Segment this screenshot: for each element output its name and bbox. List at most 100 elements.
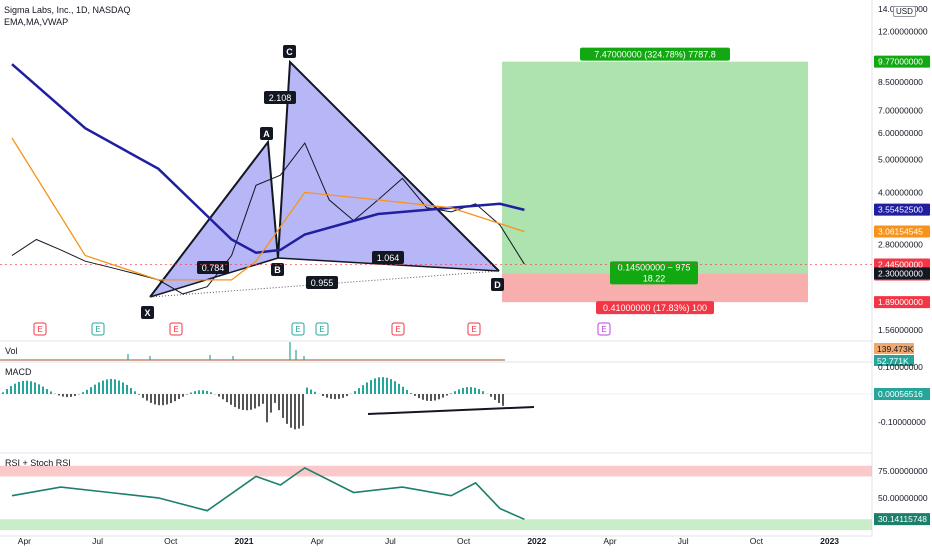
macd-histogram-bar — [22, 381, 24, 394]
macd-histogram-bar — [310, 390, 312, 394]
macd-histogram-bar — [402, 387, 404, 394]
macd-histogram-bar — [266, 394, 268, 422]
price-tick-label: 8.50000000 — [878, 77, 923, 87]
macd-histogram-bar — [166, 394, 168, 404]
macd-histogram-bar — [414, 394, 416, 396]
macd-histogram-bar — [222, 394, 224, 399]
macd-histogram-bar — [114, 379, 116, 394]
time-tick-label: 2022 — [527, 536, 546, 546]
event-badge-dividend: E — [292, 323, 304, 335]
macd-histogram-bar — [286, 394, 288, 424]
macd-histogram-bar — [102, 381, 104, 394]
harmonic-point-a: A — [260, 127, 273, 140]
stop-label: 0.41000000 (17.83%) 100 — [596, 301, 714, 314]
macd-histogram-bar — [430, 394, 432, 401]
macd-histogram-bar — [290, 394, 292, 428]
macd-histogram-bar — [74, 394, 76, 396]
macd-histogram-bar — [226, 394, 228, 402]
macd-histogram-bar — [194, 391, 196, 394]
rsi-tick-label: 75.00000000 — [878, 466, 928, 476]
macd-histogram-bar — [502, 394, 504, 406]
macd-histogram-bar — [146, 394, 148, 401]
macd-histogram-bar — [106, 379, 108, 394]
entry-label-text: 0.14500000 ~ 975 — [618, 262, 691, 272]
rsi-overbought-band — [0, 466, 872, 477]
harmonic-ratio-1: 2.108 — [264, 91, 296, 104]
macd-histogram-bar — [262, 394, 264, 404]
currency-badge[interactable]: USD — [893, 6, 916, 17]
macd-histogram-bar — [482, 391, 484, 394]
macd-histogram-bar — [98, 382, 100, 394]
harmonic-point-b: B — [271, 263, 284, 276]
time-tick-label: Apr — [311, 536, 324, 546]
price-axis-label-6: 1.89000000 — [874, 296, 930, 308]
macd-histogram-bar — [314, 392, 316, 394]
macd-histogram-bar — [362, 385, 364, 394]
macd-histogram-bar — [390, 379, 392, 394]
volume-pane-title: Vol — [5, 346, 18, 356]
ratio-label: 1.064 — [377, 253, 400, 263]
macd-histogram-bar — [474, 388, 476, 394]
macd-histogram-bar — [210, 392, 212, 394]
macd-value-label-text: 0.00056516 — [878, 389, 923, 399]
macd-histogram-bar — [406, 390, 408, 394]
price-axis-label-text: 1.89000000 — [878, 297, 923, 307]
macd-histogram-bar — [394, 381, 396, 394]
macd-histogram-bar — [134, 391, 136, 394]
price-axis-label-5: 2.30000000 — [874, 267, 930, 279]
macd-histogram-bar — [118, 381, 120, 394]
macd-histogram-bar — [10, 386, 12, 394]
macd-histogram-bar — [282, 394, 284, 418]
event-badge-earnings: E — [392, 323, 404, 335]
time-tick-label: Oct — [164, 536, 178, 546]
macd-histogram-bar — [246, 394, 248, 410]
event-badge-letter: E — [95, 325, 100, 334]
macd-histogram-bar — [126, 385, 128, 394]
harmonic-point-label: C — [286, 47, 293, 57]
macd-histogram-bar — [18, 382, 20, 394]
event-badge-letter: E — [37, 325, 42, 334]
macd-histogram-bar — [278, 394, 280, 410]
macd-histogram-bar — [70, 394, 72, 397]
price-tick-label: 12.00000000 — [878, 27, 928, 37]
macd-histogram-bar — [142, 394, 144, 398]
macd-histogram-bar — [190, 393, 192, 394]
macd-histogram-bar — [426, 394, 428, 401]
macd-histogram-bar — [82, 392, 84, 394]
macd-histogram-bar — [46, 389, 48, 394]
price-axis-label-text: 9.77000000 — [878, 57, 923, 67]
macd-histogram-bar — [346, 394, 348, 396]
macd-tick-label: -0.10000000 — [878, 417, 926, 427]
macd-histogram-bar — [446, 394, 448, 396]
price-tick-label: 2.80000000 — [878, 240, 923, 250]
macd-histogram-bar — [94, 385, 96, 394]
macd-histogram-bar — [34, 383, 36, 394]
macd-histogram-bar — [306, 388, 308, 394]
macd-histogram-bar — [298, 394, 300, 429]
event-badge-letter: E — [601, 325, 606, 334]
time-tick-label: Jul — [385, 536, 396, 546]
macd-histogram-bar — [2, 392, 4, 394]
macd-histogram-bar — [462, 388, 464, 394]
macd-histogram-bar — [250, 394, 252, 410]
price-axis-label-text: 3.06154545 — [878, 227, 923, 237]
time-tick-label: Apr — [603, 536, 616, 546]
macd-histogram-bar — [370, 380, 372, 394]
macd-histogram-bar — [378, 377, 380, 394]
macd-histogram-bar — [238, 394, 240, 409]
macd-histogram-bar — [150, 394, 152, 403]
volume-pane — [0, 342, 505, 360]
price-axis-label-text: 2.30000000 — [878, 268, 923, 278]
macd-histogram-bar — [422, 394, 424, 400]
price-axis-label-2: 3.55452500 — [874, 204, 930, 216]
price-axis-label-1: 9.77000000 — [874, 56, 930, 68]
stop-label-text: 0.41000000 (17.83%) 100 — [603, 303, 707, 313]
rsi-value-label: 30.14115748 — [874, 513, 930, 525]
harmonic-point-label: X — [144, 308, 150, 318]
macd-histogram-bar — [170, 394, 172, 403]
